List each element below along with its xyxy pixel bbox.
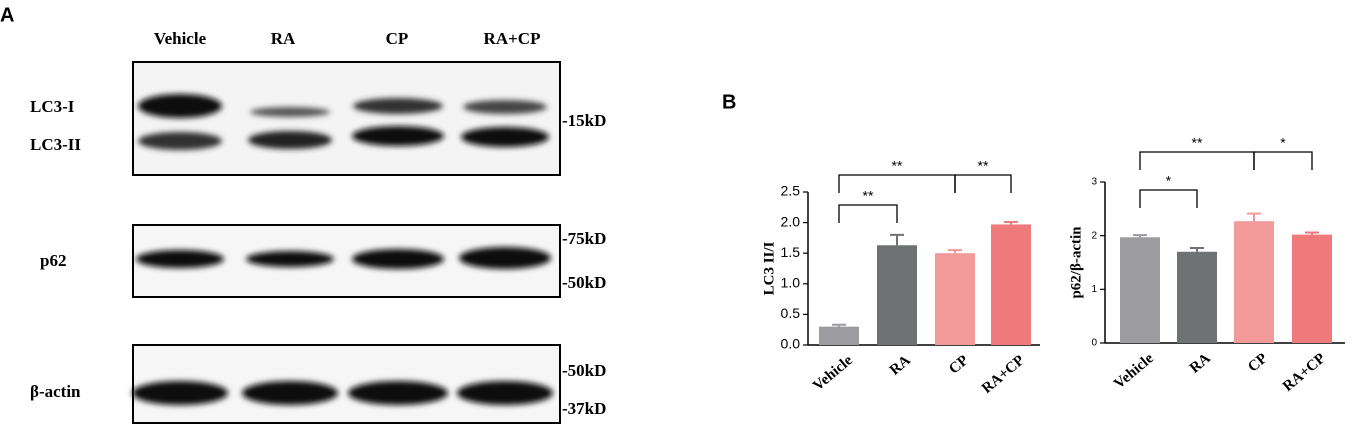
bar (991, 224, 1031, 345)
error-bar (832, 323, 846, 327)
significance-bracket (954, 174, 1012, 193)
row-label: β-actin (30, 382, 81, 401)
y-tick-label: 0.5 (781, 305, 801, 321)
error-bar (1190, 247, 1204, 252)
significance-label: * (1280, 135, 1286, 151)
y-tick-label: 2 (1091, 230, 1097, 241)
panel-label: A (0, 4, 14, 26)
row-label: LC3-II (30, 135, 81, 154)
significance-bracket (1139, 189, 1198, 208)
row-label: LC3-I (30, 97, 75, 116)
size-marker: -50kD (562, 273, 606, 292)
lane-label: RA+CP (484, 29, 541, 48)
error-bar (890, 233, 904, 246)
y-axis-label: p62/β-actin (1068, 226, 1084, 299)
y-tick-label: 1 (1091, 284, 1097, 295)
lane-label: Vehicle (154, 29, 207, 48)
significance-bracket (1139, 151, 1255, 170)
significance-label: ** (863, 188, 874, 204)
error-bar (948, 249, 962, 254)
bar (1292, 234, 1332, 343)
western-blot (132, 61, 561, 424)
x-tick-label: CP (1245, 350, 1271, 375)
size-marker: -37kD (562, 399, 606, 418)
significance-label: ** (1192, 135, 1203, 151)
row-label: p62 (40, 251, 66, 270)
x-tick-label: CP (946, 352, 972, 377)
y-axis-label: LC3 II/I (761, 241, 777, 295)
y-tick-label: 2.0 (781, 213, 801, 229)
y-tick-label: 1.5 (781, 244, 801, 260)
x-tick-label: Vehicle (1111, 350, 1157, 392)
bar (1120, 237, 1160, 343)
error-bar (1305, 231, 1319, 235)
bands (132, 94, 553, 405)
bar (819, 326, 859, 345)
blot-box (132, 61, 561, 176)
x-tick-label: RA (887, 352, 914, 378)
x-tick-label: Vehicle (810, 352, 856, 394)
significance-bracket (838, 204, 898, 223)
bar (1177, 251, 1217, 343)
significance-bracket (1253, 151, 1313, 170)
y-tick-label: 1.0 (781, 275, 801, 291)
lane-label: CP (386, 29, 409, 48)
x-tick-label: RA (1187, 350, 1214, 376)
y-tick-label: 3 (1091, 177, 1097, 188)
bar (877, 245, 917, 345)
error-bar (1247, 212, 1261, 222)
size-marker: -50kD (562, 361, 606, 380)
y-tick-label: 0 (1091, 338, 1097, 349)
significance-label: * (1166, 173, 1172, 189)
size-marker: -15kD (562, 111, 606, 130)
error-bar (1133, 234, 1147, 238)
x-tick-label: RA+CP (1280, 350, 1329, 395)
size-marker: -75kD (562, 229, 606, 248)
error-bar (1004, 220, 1018, 225)
significance-bracket (838, 174, 956, 193)
bar (1234, 221, 1274, 343)
significance-label: ** (978, 158, 989, 174)
y-tick-label: 0.0 (781, 336, 801, 352)
lane-label: RA (271, 29, 296, 48)
y-tick-label: 2.5 (781, 183, 801, 199)
bar (935, 253, 975, 345)
panel-label: B (722, 91, 736, 113)
x-tick-label: RA+CP (979, 352, 1028, 397)
significance-label: ** (892, 158, 903, 174)
